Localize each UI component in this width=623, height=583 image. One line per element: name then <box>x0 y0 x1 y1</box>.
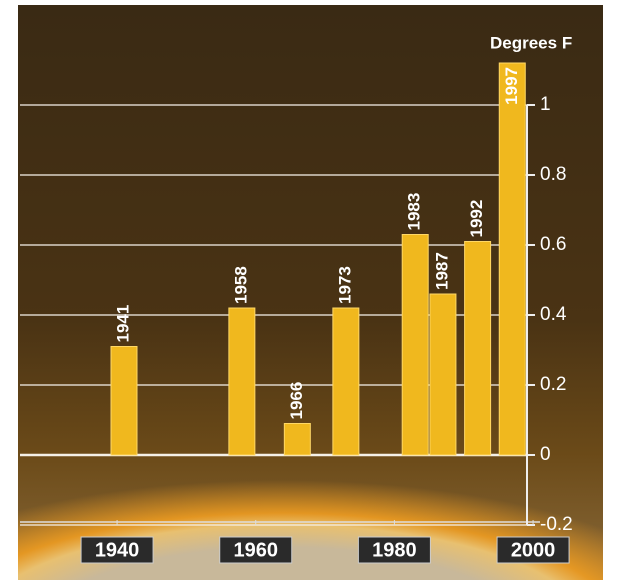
y-tick-label: 0.8 <box>540 164 566 185</box>
x-tick-box <box>496 536 570 564</box>
bar-label: 1958 <box>231 266 250 304</box>
x-tick-label: 1940 <box>95 539 140 561</box>
bar <box>498 62 526 456</box>
x-tick-box <box>357 536 431 564</box>
bar <box>283 423 311 456</box>
y-tick-label: 1 <box>540 94 551 115</box>
bar-label: 1973 <box>335 266 354 304</box>
bar <box>401 234 429 456</box>
y-tick-label: 0.6 <box>540 234 566 255</box>
bar <box>332 307 360 456</box>
bar-label: 1966 <box>287 382 306 420</box>
x-tick-box <box>219 536 293 564</box>
bar <box>429 293 457 456</box>
bar <box>110 346 138 456</box>
y-axis-label: Degrees F <box>490 33 572 52</box>
x-tick-label: 1960 <box>233 539 278 561</box>
bar-label: 1992 <box>467 200 486 238</box>
x-tick-box <box>80 536 154 564</box>
bar <box>228 307 256 456</box>
y-tick-label: 0.2 <box>540 374 566 395</box>
bar <box>464 241 492 456</box>
x-tick-label: 2000 <box>511 539 556 561</box>
y-tick-label: -0.2 <box>540 514 573 535</box>
bar-label: 1987 <box>432 252 451 290</box>
y-tick-label: 0 <box>540 444 551 465</box>
bar-label: 1941 <box>113 305 132 343</box>
x-tick-label: 1980 <box>372 539 417 561</box>
bar-label: 1997 <box>502 67 521 105</box>
y-tick-label: 0.4 <box>540 304 567 325</box>
bar-label: 1983 <box>405 193 424 231</box>
